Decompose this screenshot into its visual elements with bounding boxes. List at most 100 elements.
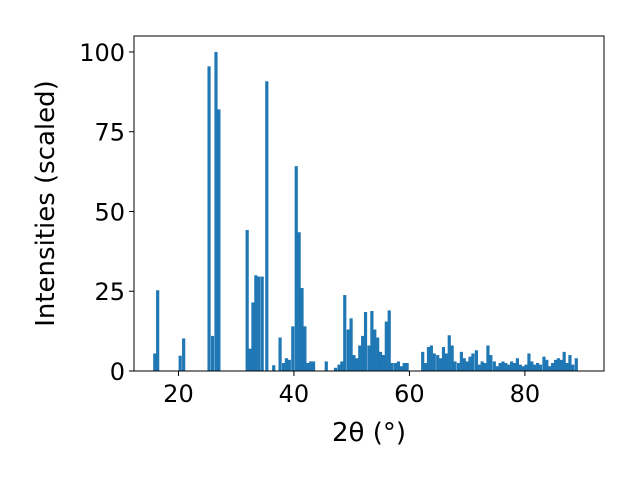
bar-72 <box>474 350 478 371</box>
bar-80 <box>498 363 502 371</box>
bar-100 <box>556 358 560 371</box>
bar-104 <box>568 355 572 371</box>
bar-83 <box>507 364 511 371</box>
bar-86 <box>515 358 519 371</box>
bar-22 <box>297 232 301 371</box>
bar-63 <box>447 335 451 371</box>
bar-54 <box>421 351 425 371</box>
bar-47 <box>387 310 391 371</box>
bar-37 <box>358 345 362 371</box>
bar-69 <box>465 361 469 371</box>
bar-30 <box>337 364 341 371</box>
bar-42 <box>373 329 377 371</box>
bar-31 <box>340 361 344 371</box>
bar-32 <box>343 295 347 371</box>
bar-43 <box>376 337 380 371</box>
bar-6 <box>214 51 218 371</box>
plot-area-frame <box>133 35 605 372</box>
bar-97 <box>548 366 552 371</box>
bar-7 <box>217 109 221 371</box>
bar-50 <box>396 361 401 371</box>
bar-5 <box>210 335 215 371</box>
bar-19 <box>287 359 291 371</box>
bar-77 <box>489 355 493 371</box>
bar-73 <box>477 364 481 371</box>
x-tick-label-2: 60 <box>394 380 425 408</box>
x-axis: 20 40 60 80 <box>163 371 540 408</box>
bar-13 <box>260 276 264 371</box>
bar-21 <box>294 166 298 371</box>
bar-29 <box>333 367 338 371</box>
bar-2 <box>178 355 182 371</box>
bar-1 <box>156 290 160 371</box>
bar-57 <box>429 345 433 371</box>
bar-39 <box>363 311 368 371</box>
bar-66 <box>456 363 461 371</box>
bar-98 <box>551 363 555 371</box>
y-tick-label-3: 75 <box>94 119 125 147</box>
bar-92 <box>533 364 537 371</box>
bar-49 <box>393 363 398 371</box>
bar-53 <box>405 363 409 371</box>
bar-105 <box>571 364 575 371</box>
bar-91 <box>530 361 534 371</box>
bar-65 <box>453 361 457 371</box>
bar-90 <box>527 353 531 371</box>
x-tick-label-1: 40 <box>279 380 310 408</box>
bar-87 <box>518 364 522 371</box>
bar-46 <box>384 321 388 371</box>
x-tick-label-3: 80 <box>510 380 541 408</box>
bar-41 <box>370 311 374 371</box>
y-axis-label: Intensities (scaled) <box>31 80 61 327</box>
y-tick-label-2: 50 <box>94 198 125 226</box>
bar-24 <box>303 326 307 371</box>
bar-38 <box>361 335 365 371</box>
bar-101 <box>559 359 563 371</box>
bar-27 <box>311 361 316 371</box>
bar-102 <box>562 351 566 371</box>
bar-9 <box>248 348 252 371</box>
bar-12 <box>257 276 261 371</box>
bar-18 <box>284 358 289 371</box>
bar-20 <box>291 326 295 371</box>
y-tick-label-1: 25 <box>94 278 125 306</box>
bar-60 <box>439 358 443 371</box>
y-axis: 0 25 50 75 100 <box>79 39 134 386</box>
bar-88 <box>521 366 525 371</box>
bar-70 <box>468 356 472 371</box>
bar-96 <box>545 359 549 371</box>
bar-62 <box>444 353 448 371</box>
bar-74 <box>480 361 484 371</box>
bar-28 <box>324 361 328 371</box>
bar-78 <box>492 361 496 371</box>
bar-25 <box>306 363 310 371</box>
bar-34 <box>349 318 353 371</box>
bar-106 <box>574 358 578 371</box>
bar-95 <box>542 356 546 371</box>
bar-40 <box>367 345 371 371</box>
bar-51 <box>399 366 403 371</box>
bar-99 <box>553 359 558 371</box>
bar-64 <box>450 345 454 371</box>
bar-44 <box>378 351 383 371</box>
bar-103 <box>565 363 569 371</box>
bar-71 <box>471 353 475 371</box>
bar-3 <box>182 338 186 371</box>
bar-79 <box>495 366 499 371</box>
bar-52 <box>402 363 406 371</box>
y-tick-label-0: 0 <box>110 358 125 386</box>
x-tick-label-0: 20 <box>163 380 194 408</box>
bar-series <box>153 51 578 372</box>
bar-61 <box>441 347 446 371</box>
bar-68 <box>462 358 466 371</box>
bar-23 <box>300 288 304 371</box>
bar-67 <box>459 351 463 371</box>
bar-14 <box>265 81 269 372</box>
bar-84 <box>510 361 514 371</box>
bar-0 <box>153 353 157 371</box>
bar-59 <box>436 355 440 371</box>
bar-15 <box>272 365 276 371</box>
bar-11 <box>254 275 258 371</box>
bar-10 <box>251 302 255 371</box>
bar-58 <box>432 353 436 371</box>
